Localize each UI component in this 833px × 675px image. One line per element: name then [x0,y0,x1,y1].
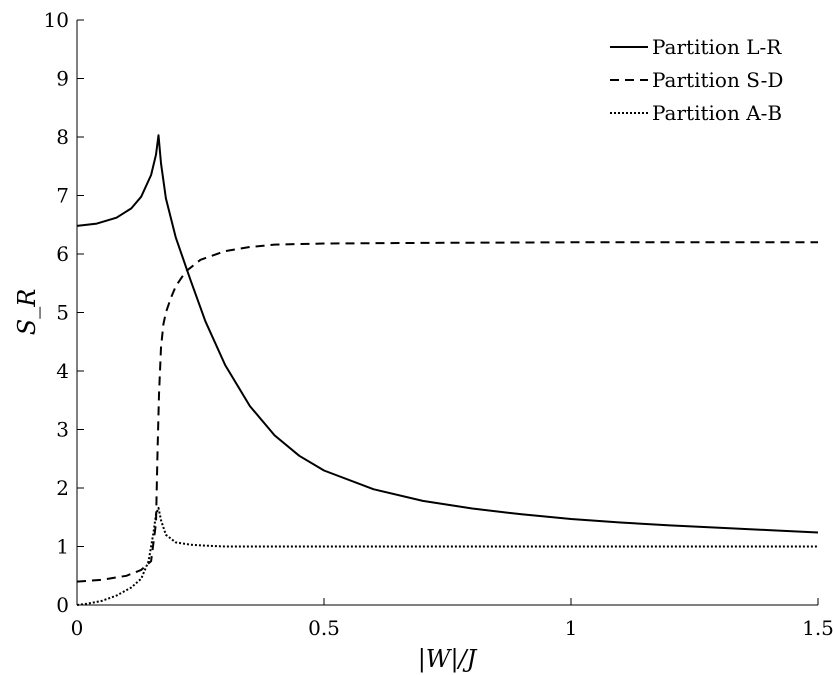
x-tick-label: 1.5 [802,616,833,640]
legend-label: Partition L-R [652,35,782,59]
series-line-partition-s-d [76,241,818,583]
legend: Partition L-R Partition S-D Partition A-B [610,35,783,125]
x-ticks: 0 0.5 1 1.5 [71,598,833,640]
x-tick-label: 1 [565,616,578,640]
y-tick-label: 9 [56,67,69,91]
x-axis-label: |W|/J [418,645,478,674]
y-tick-label: 2 [56,476,69,500]
y-tick-label: 8 [56,125,69,149]
y-tick-label: 1 [56,535,69,559]
y-tick-label: 10 [44,8,69,32]
series-line-partition-l-r [76,134,819,534]
y-tick-label: 4 [56,359,69,383]
x-tick-label: 0.5 [308,616,340,640]
y-tick-label: 5 [56,301,69,325]
y-tick-label: 7 [56,184,69,208]
series-lines [76,134,819,606]
y-tick-label: 6 [56,242,69,266]
x-tick-label: 0 [71,616,84,640]
y-tick-label: 3 [56,418,69,442]
legend-label: Partition S-D [652,68,783,92]
legend-label: Partition A-B [652,101,782,125]
y-tick-label: 0 [56,593,69,617]
y-axis-label: S_R [13,289,41,336]
series-line-partition-a-b [76,506,818,606]
y-ticks: 0 1 2 3 4 5 6 7 8 9 10 [44,8,84,617]
